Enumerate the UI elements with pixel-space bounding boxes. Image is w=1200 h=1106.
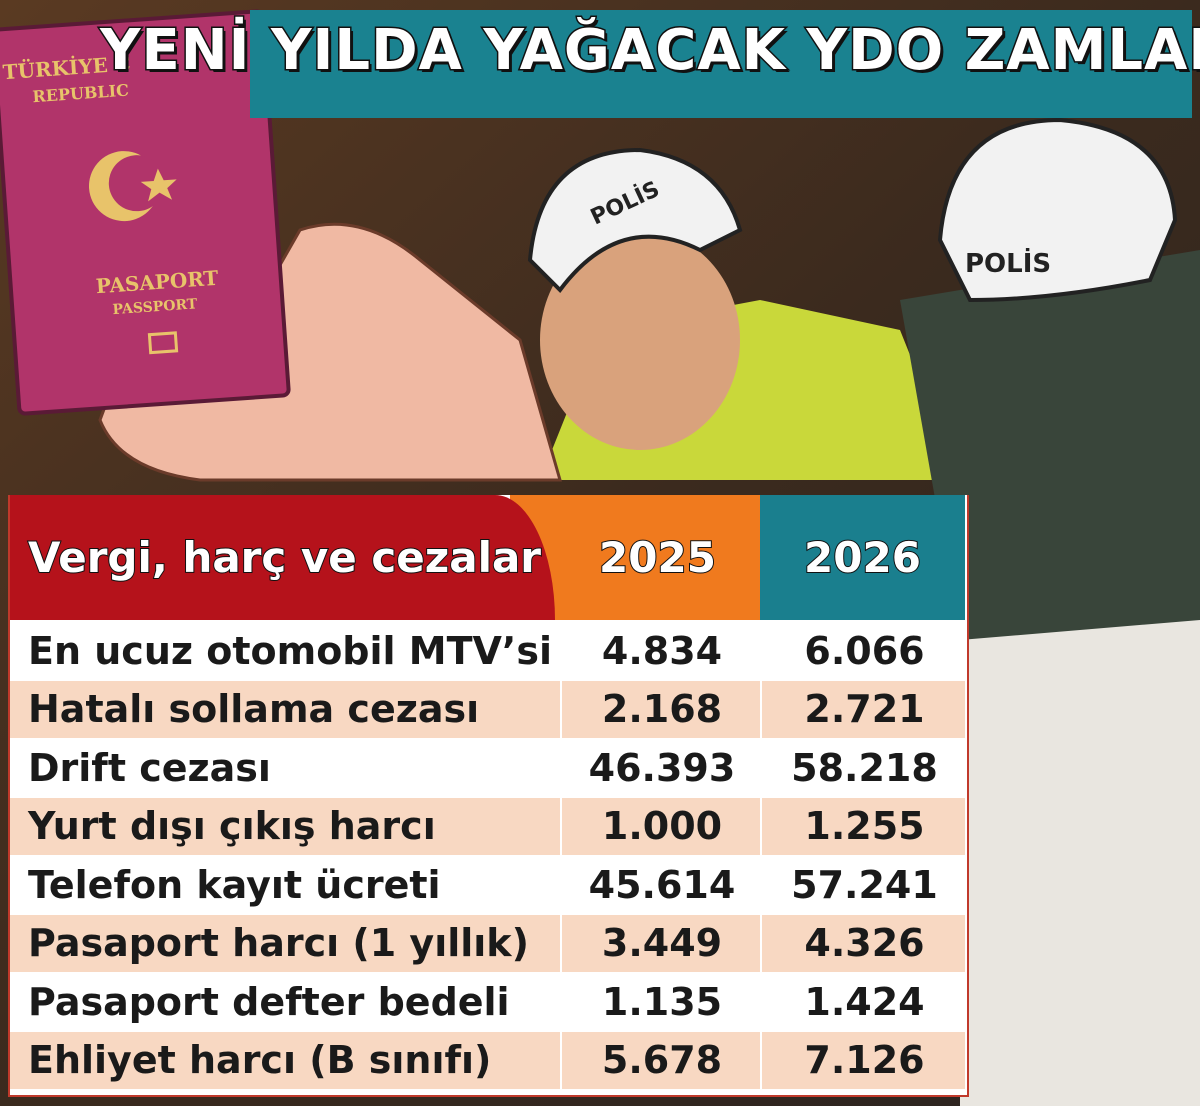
value-cell: 1.424 [760,973,967,1030]
table-row: Ehliyet harcı (B sınıfı) 5.678 7.126 [10,1031,967,1089]
value-cell: 5.678 [560,1031,762,1089]
value-cell: 2.168 [560,680,762,738]
column-header: 2026 [760,495,965,620]
value-cell: 3.449 [560,914,762,972]
table-row: Hatalı sollama cezası 2.168 2.721 [10,680,967,738]
value-cell: 58.218 [760,739,967,796]
value-cell: 57.241 [760,856,967,913]
value-cell: 1.255 [760,797,967,855]
table: Vergi, harç ve cezalar 2025 2026 En ucuz… [8,495,969,1097]
face [540,230,740,450]
cap [937,117,1178,303]
title-banner [250,10,1192,118]
label-cell: Hatalı sollama cezası [28,687,480,731]
cap [527,147,743,294]
value-cell: 45.614 [560,856,762,913]
paper [960,600,1200,1106]
label-cell: Telefon kayıt ücreti [28,862,441,907]
value-cell: 4.834 [560,622,762,679]
value-cell: 46.393 [560,739,762,796]
table-row: Telefon kayıt ücreti 45.614 57.241 [10,856,965,913]
chip-icon [147,331,179,355]
table-row: Pasaport defter bedeli 1.135 1.424 [10,973,965,1030]
value-cell: 2.721 [760,680,967,738]
passport-text: PASSPORT [112,296,198,318]
value-cell: 6.066 [760,622,967,679]
label-cell: Pasaport defter bedeli [28,979,510,1024]
column-header: Vergi, harç ve cezalar [10,495,555,620]
star [140,168,177,202]
title: YENİ YILDA YAĞACAK YDO ZAMLARI [99,17,1200,85]
label-cell: Yurt dışı çıkış harcı [28,804,436,848]
value-cell: 1.000 [560,797,762,855]
table-row: Pasaport harcı (1 yıllık) 3.449 4.326 [10,914,967,972]
label-cell: Ehliyet harcı (B sınıfı) [28,1038,492,1082]
table-row: Drift cezası 46.393 58.218 [10,739,965,796]
label-cell: Pasaport harcı (1 yıllık) [28,921,529,965]
label-cell: En ucuz otomobil MTV’si [28,628,553,673]
value-cell: 1.135 [560,973,762,1030]
table-row: Yurt dışı çıkış harcı 1.000 1.255 [10,797,967,855]
passport: TÜRKİYE C REPUBLIC PASAPORT PASSPORT [0,9,291,416]
table-row: En ucuz otomobil MTV’si 4.834 6.066 [10,622,965,679]
jacket [900,250,1200,640]
value-cell: 7.126 [760,1031,967,1089]
cap-label: POLİS [965,247,1051,279]
value-cell: 4.326 [760,914,967,972]
label-cell: Drift cezası [28,745,271,790]
